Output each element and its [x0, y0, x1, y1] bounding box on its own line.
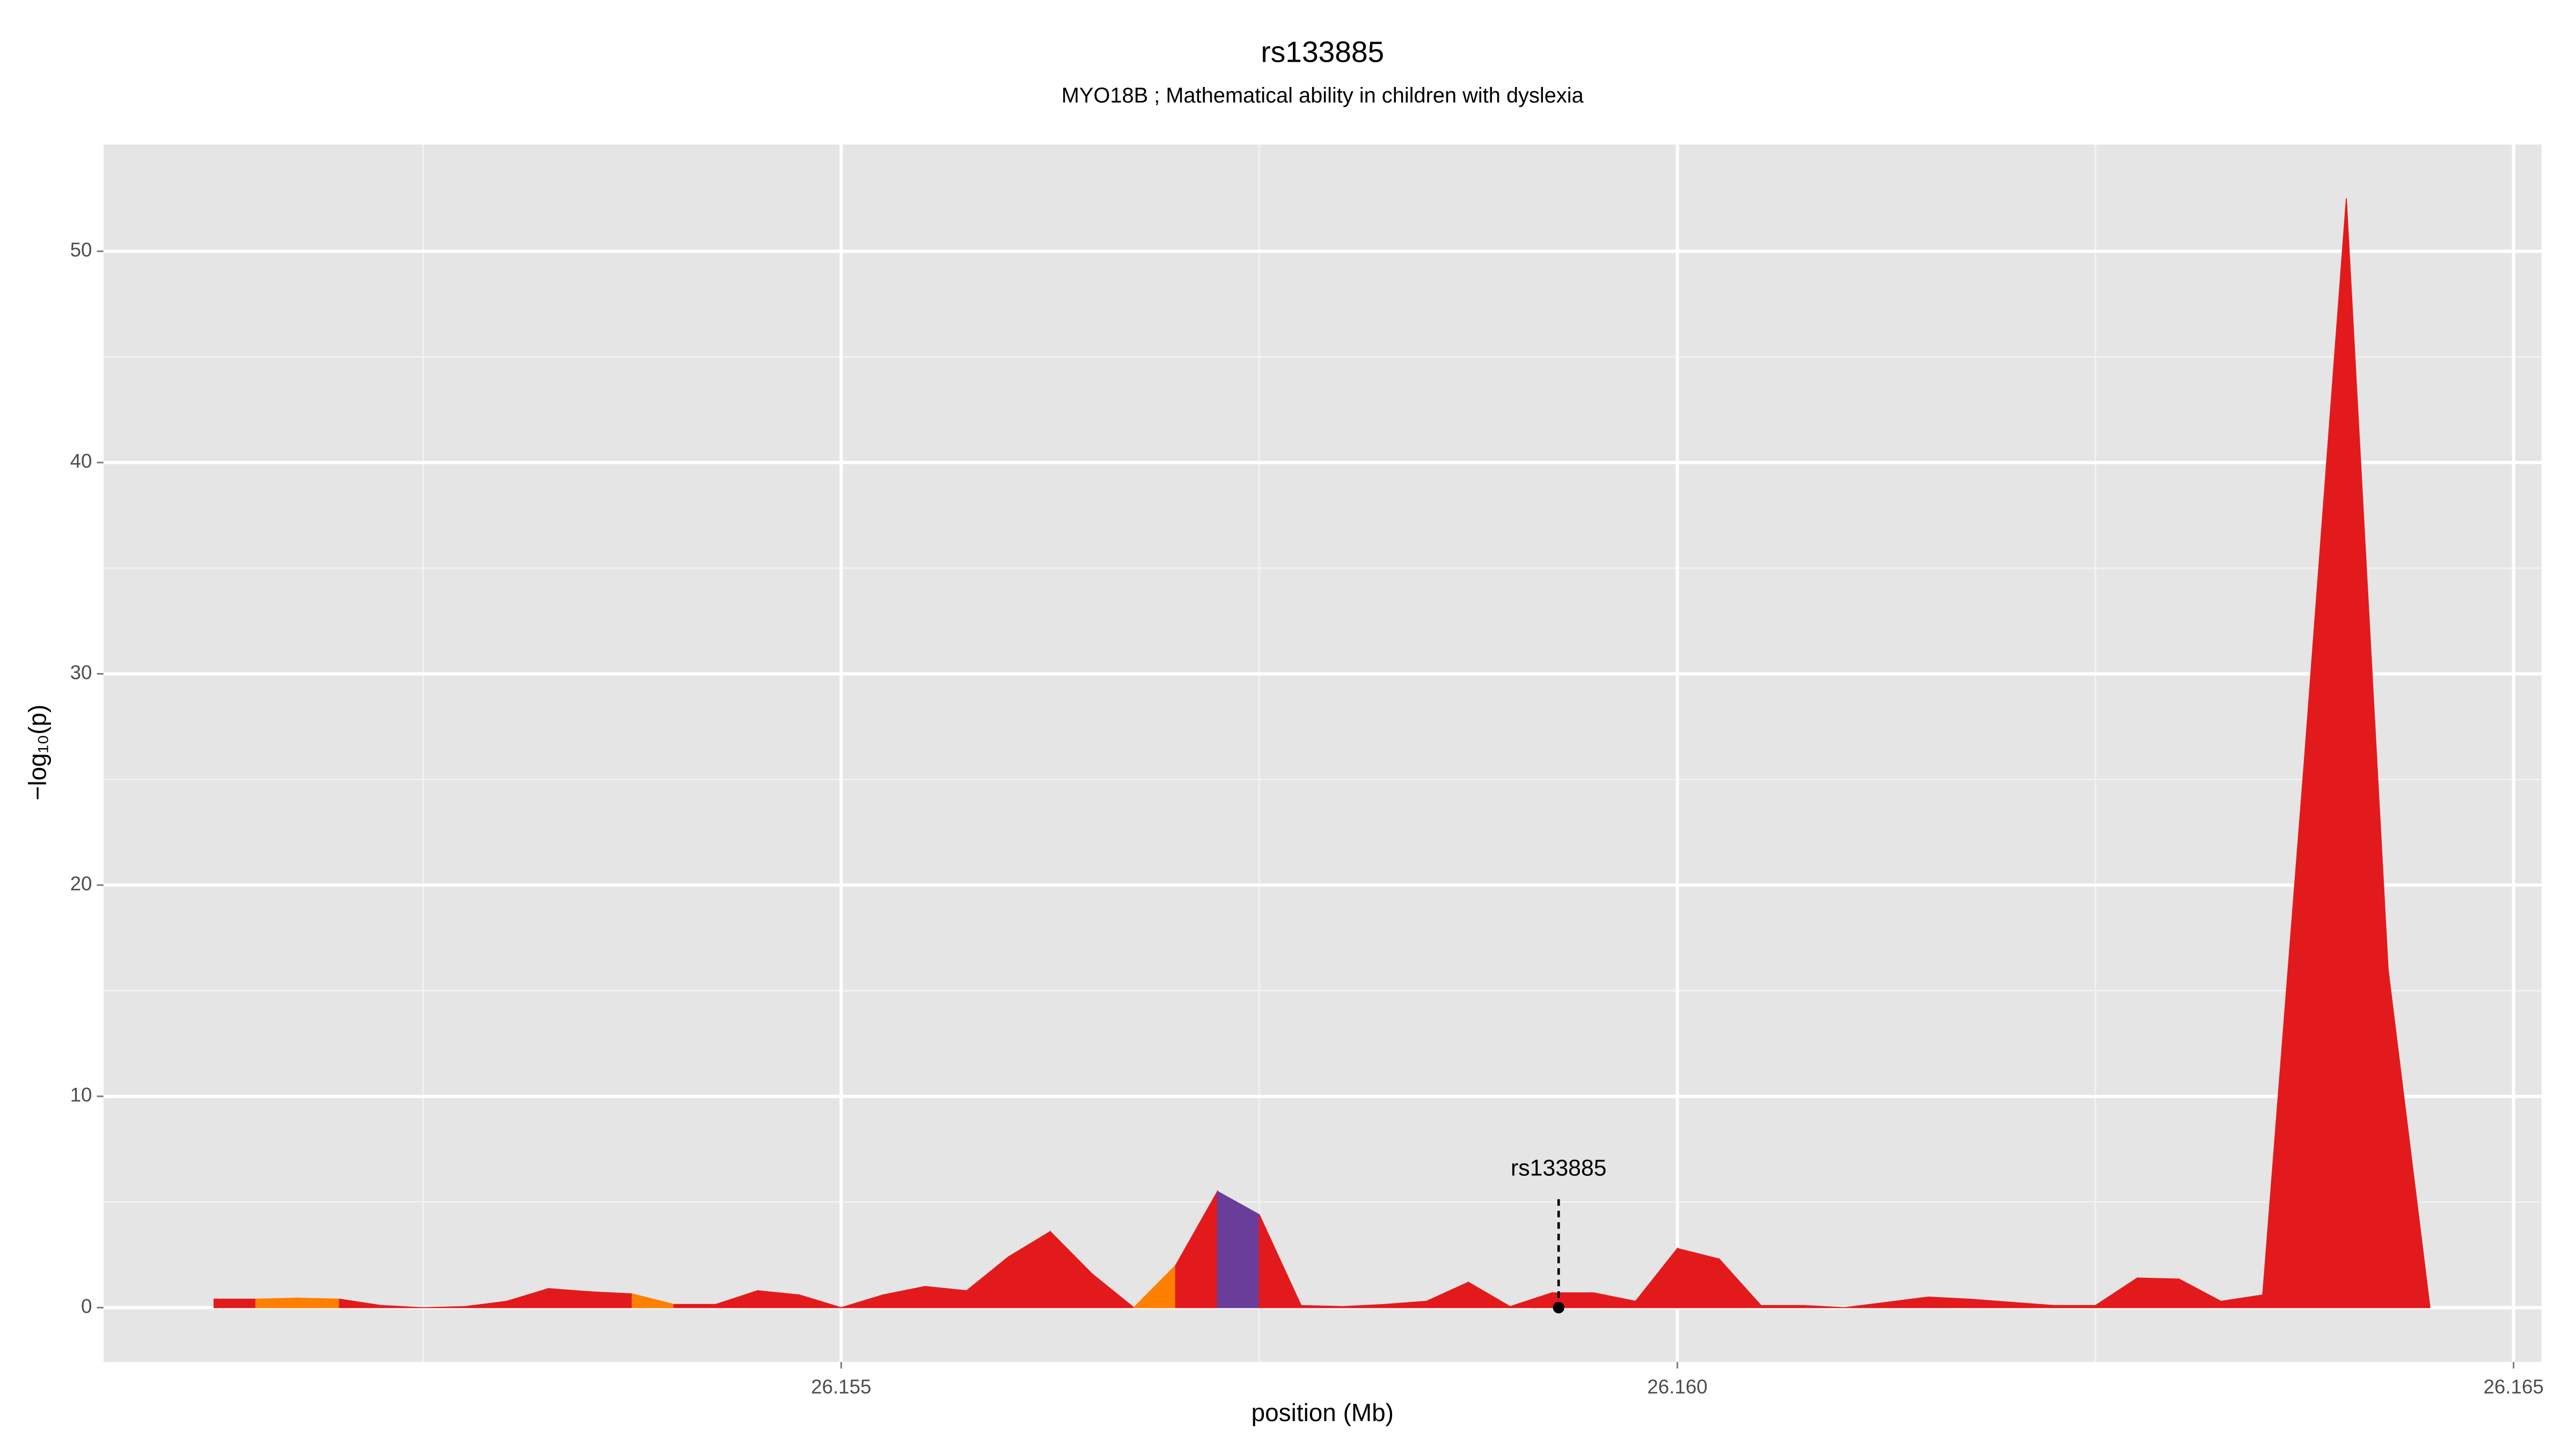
area-segment	[2053, 1305, 2096, 1308]
marks: rs133885	[213, 198, 2431, 1314]
y-tick-label: 50	[70, 239, 92, 261]
x-tick-label: 26.165	[2484, 1375, 2544, 1397]
area-segment	[297, 1297, 340, 1308]
y-tick-label: 20	[70, 873, 92, 895]
area-segment	[2136, 1277, 2180, 1308]
x-tick-label: 26.160	[1647, 1375, 1707, 1397]
chart-title: rs133885	[1261, 35, 1384, 69]
area-segment	[673, 1304, 716, 1308]
area-segment	[1928, 1296, 1971, 1308]
area-segment	[213, 1298, 257, 1308]
area-segment	[799, 1294, 841, 1308]
area-segment	[590, 1291, 633, 1308]
area-segment	[1677, 1248, 1720, 1308]
x-axis-title: position (Mb)	[1252, 1399, 1394, 1426]
area-segment	[380, 1305, 423, 1308]
y-axis-title: −log₁₀(p)	[24, 705, 52, 801]
area-segment	[2388, 969, 2431, 1308]
y-tick-label: 30	[70, 661, 92, 683]
plot-panel	[103, 144, 2542, 1362]
y-tick-label: 40	[70, 450, 92, 472]
chart-subtitle: MYO18B ; Mathematical ability in childre…	[1062, 84, 1584, 107]
y-tick-label: 10	[70, 1084, 92, 1106]
area-segment	[255, 1297, 298, 1308]
annotation-label: rs133885	[1511, 1155, 1607, 1181]
area-segment	[1802, 1305, 1845, 1308]
x-tick-label: 26.155	[811, 1375, 871, 1397]
area-segment	[924, 1286, 968, 1308]
area-segment	[1091, 1272, 1136, 1308]
annotation-point	[1553, 1301, 1565, 1314]
grid	[103, 144, 2542, 1362]
area-segment	[1760, 1305, 1804, 1308]
area-segment	[548, 1288, 591, 1308]
y-tick-label: 0	[81, 1295, 92, 1317]
